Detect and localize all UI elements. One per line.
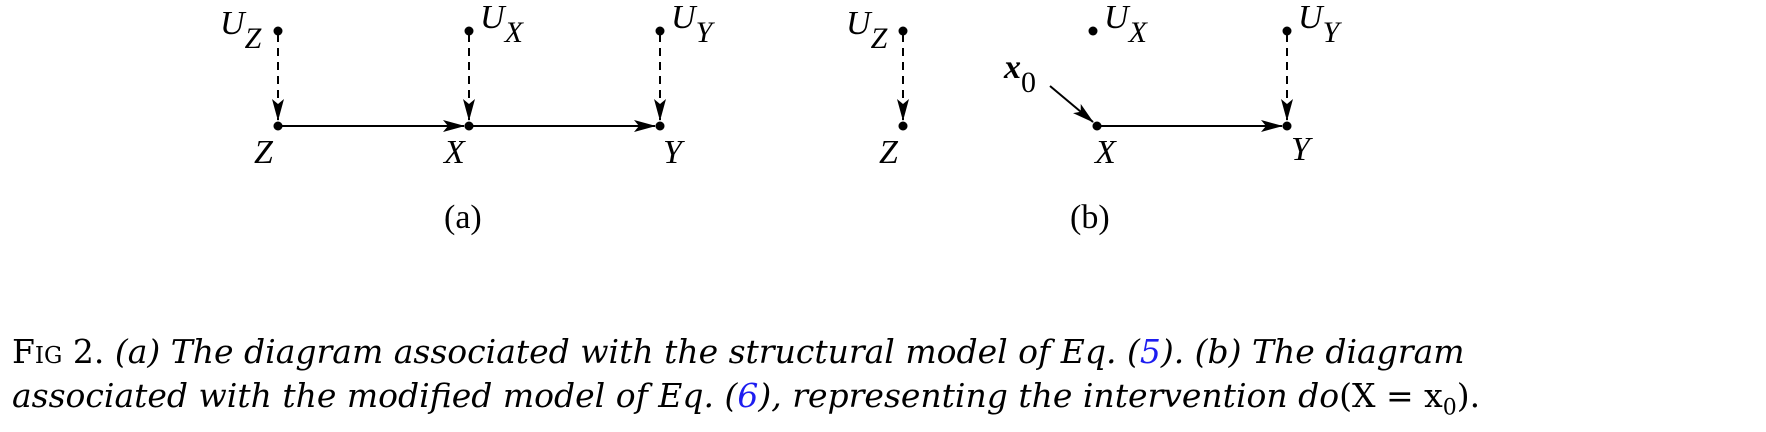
panel-label-a: (a) bbox=[444, 199, 482, 236]
figure-caption: Fig 2. (a) The diagram associated with t… bbox=[12, 330, 1762, 431]
node-uz-a bbox=[273, 26, 283, 36]
node-uy-a bbox=[655, 26, 665, 36]
panel-label-b: (b) bbox=[1070, 199, 1110, 236]
caption-text-1a: (a) The diagram associated with the stru… bbox=[114, 332, 1140, 371]
node-ux-b bbox=[1088, 26, 1098, 36]
label-x0-b: x0 bbox=[1003, 49, 1036, 99]
label-uz-a: UZ bbox=[220, 5, 262, 55]
label-y-b: Y bbox=[1291, 131, 1313, 168]
label-x-b: X bbox=[1093, 134, 1117, 171]
node-y-a bbox=[655, 121, 665, 131]
label-x-a: X bbox=[442, 134, 466, 171]
equation-ref-5-link[interactable]: 5 bbox=[1139, 332, 1161, 371]
node-x-b bbox=[1092, 121, 1102, 131]
label-uy-b: UY bbox=[1298, 0, 1343, 49]
node-uz-b bbox=[898, 26, 908, 36]
do-formula: (X = x bbox=[1339, 376, 1443, 415]
label-z-a: Z bbox=[254, 134, 274, 171]
do-operator: do bbox=[1298, 376, 1340, 415]
edge-x0-x-b bbox=[1049, 85, 1094, 123]
node-uy-b bbox=[1282, 26, 1292, 36]
label-z-b: Z bbox=[879, 134, 899, 171]
caption-line-1: Fig 2. (a) The diagram associated with t… bbox=[12, 330, 1762, 374]
panel-a: UZ UX UY Z X Y (a) bbox=[220, 0, 716, 236]
caption-text-2b: ), representing the intervention bbox=[758, 376, 1299, 415]
caption-text-1b: ). (b) The diagram bbox=[1160, 332, 1465, 371]
do-formula-end: ). bbox=[1456, 376, 1481, 415]
panel-b: UZ UX UY x0 Z X Y (b) bbox=[846, 0, 1343, 236]
node-y-b bbox=[1282, 121, 1292, 131]
label-uy-a: UY bbox=[671, 0, 716, 49]
label-ux-b: UX bbox=[1104, 0, 1149, 49]
label-y-a: Y bbox=[663, 134, 685, 171]
causal-diagram: UZ UX UY Z X Y (a) UZ UX UY x0 Z X Y (b) bbox=[220, 0, 1343, 236]
label-uz-b: UZ bbox=[846, 5, 888, 55]
do-formula-sub: 0 bbox=[1442, 395, 1457, 421]
caption-text-2a: associated with the modified model of Eq… bbox=[12, 376, 738, 415]
equation-ref-6-link[interactable]: 6 bbox=[737, 376, 759, 415]
label-ux-a: UX bbox=[480, 0, 525, 49]
node-x-a bbox=[464, 121, 474, 131]
node-ux-a bbox=[464, 26, 474, 36]
node-z-b bbox=[898, 121, 908, 131]
figure-tag: Fig 2. bbox=[12, 332, 105, 371]
node-z-a bbox=[273, 121, 283, 131]
caption-line-2: associated with the modified model of Eq… bbox=[12, 374, 1762, 431]
